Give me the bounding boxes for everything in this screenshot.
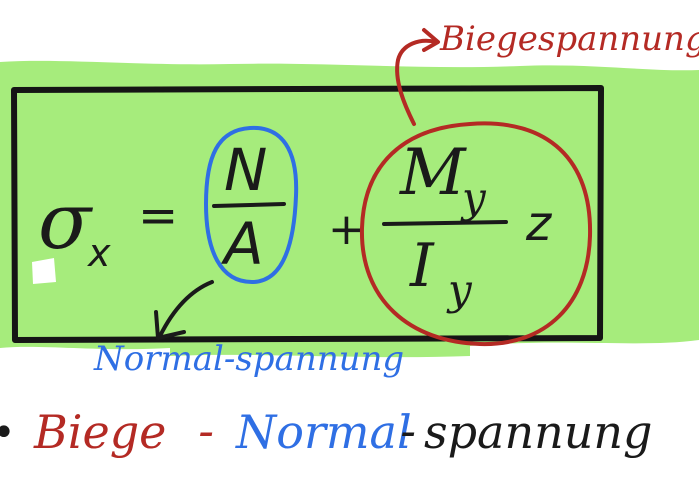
- summary-bending: Biege: [33, 405, 166, 459]
- equals-sign: =: [138, 188, 178, 244]
- summary-stress: spannung: [424, 405, 652, 459]
- summary-dash-2: -: [400, 406, 416, 457]
- bending-stress-arrowhead: [422, 28, 440, 52]
- bending-stress-label: Biegespannung: [439, 19, 699, 59]
- z-factor: z: [525, 196, 553, 252]
- fraction1-bar: [212, 202, 286, 208]
- fraction1-numerator: N: [224, 136, 267, 204]
- fraction2-numerator-subscript: y: [460, 173, 487, 222]
- fraction2-denominator-subscript: y: [446, 265, 473, 314]
- normal-term-circle: [203, 125, 299, 285]
- eraser-mark: [32, 258, 56, 284]
- sigma-symbol: σ: [38, 177, 93, 267]
- sigma-subscript: x: [87, 231, 111, 275]
- summary-dash-1: -: [198, 406, 214, 457]
- plus-sign: +: [328, 204, 365, 255]
- green-highlight: [0, 60, 699, 350]
- bending-term-circle: [359, 121, 593, 347]
- normal-stress-arrow: [158, 280, 214, 338]
- fraction2-numerator: M: [399, 136, 467, 210]
- green-highlight-tail: [170, 338, 470, 358]
- normal-stress-arrowhead: [154, 310, 186, 340]
- summary-normal: Normal: [235, 405, 412, 459]
- summary-bullet: •: [0, 410, 16, 456]
- bending-stress-arrow: [395, 38, 438, 126]
- normal-stress-label: Normal-spannung: [93, 339, 404, 379]
- fraction2-bar: [382, 220, 508, 226]
- formula-box: [11, 85, 604, 343]
- fraction2-denominator: I: [409, 231, 435, 301]
- fraction1-denominator: A: [220, 210, 264, 278]
